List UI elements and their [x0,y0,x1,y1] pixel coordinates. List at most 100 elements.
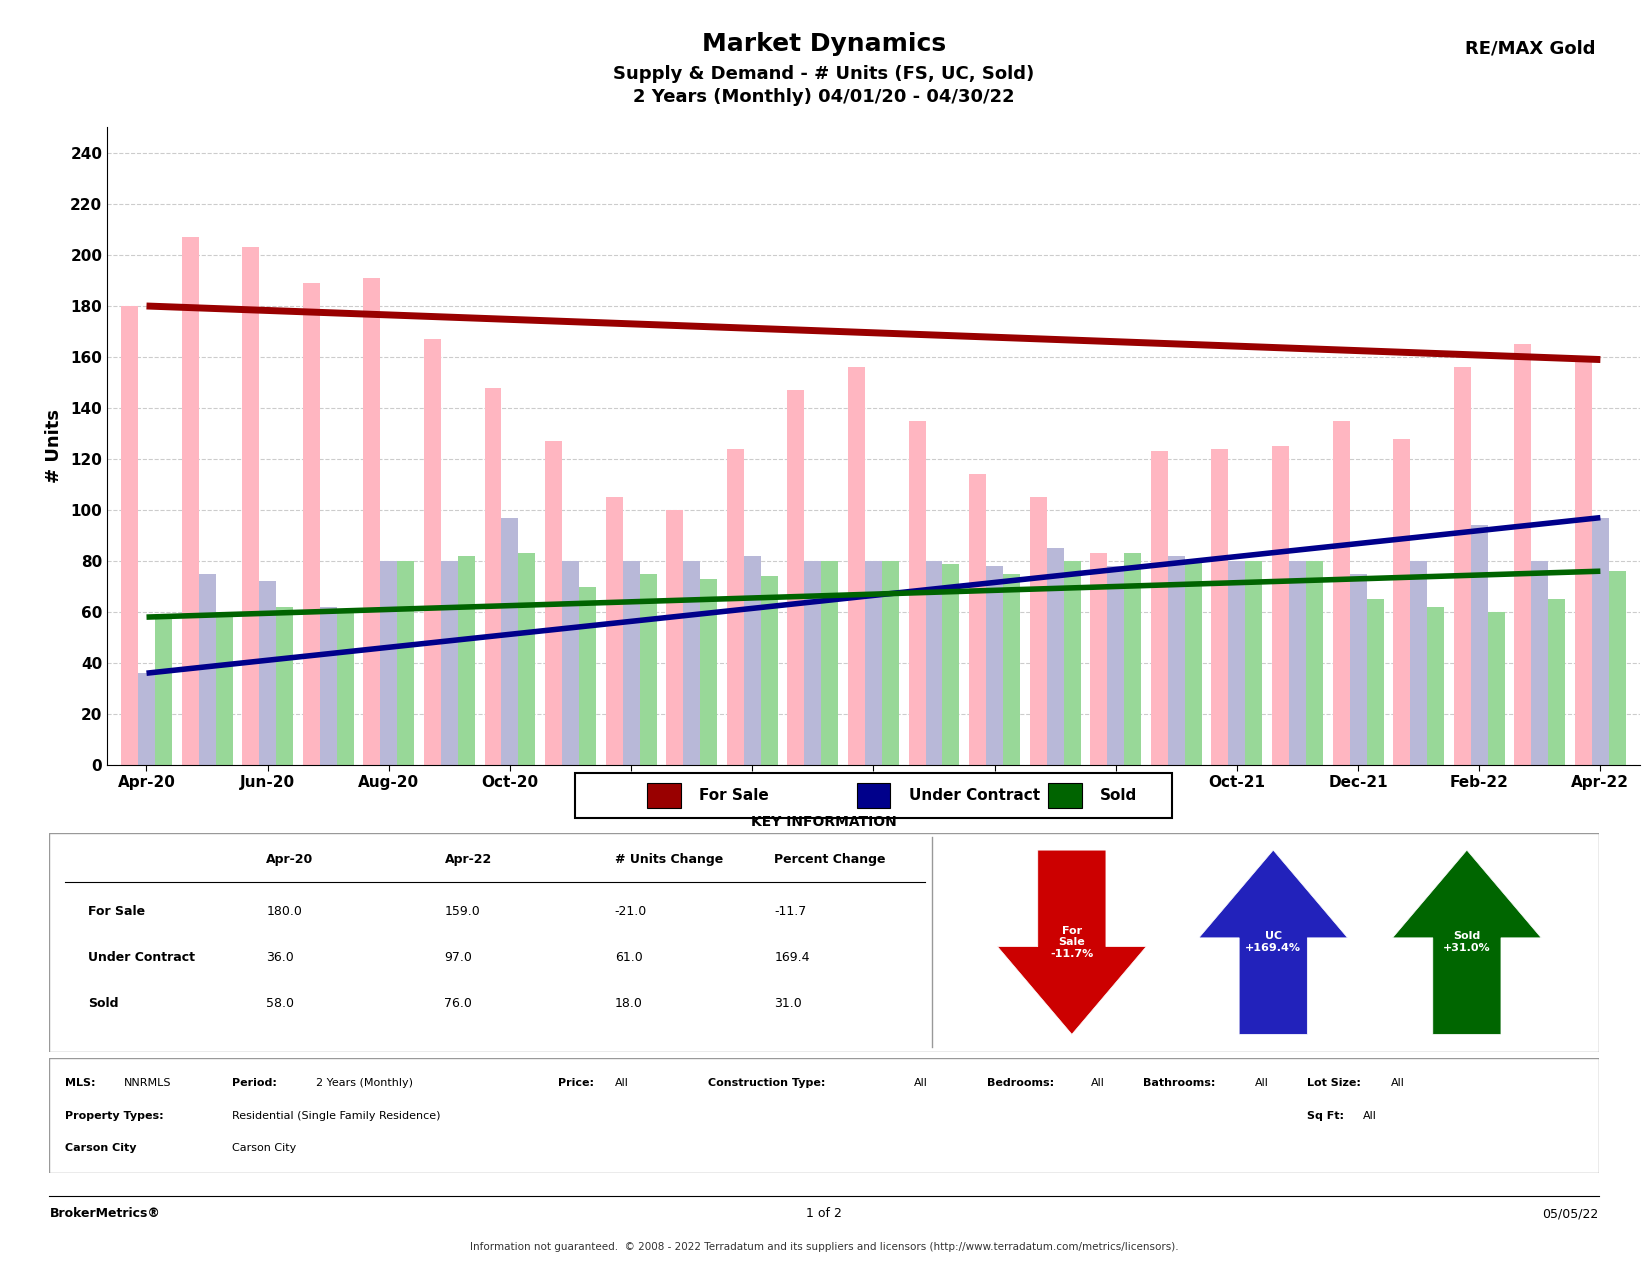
Bar [857,783,890,808]
Bar [943,564,959,765]
Bar [458,556,475,765]
Bar [1366,599,1384,765]
Text: Sq Ft:: Sq Ft: [1307,1111,1345,1121]
Bar [259,581,277,765]
Text: 180.0: 180.0 [267,905,302,918]
Text: Apr-22: Apr-22 [445,853,491,867]
Bar [277,607,293,765]
Text: All: All [1091,1079,1104,1089]
Bar [908,421,926,765]
Bar [1470,525,1488,765]
Bar [545,441,562,765]
Text: All: All [615,1079,630,1089]
Bar [1608,571,1627,765]
Text: Sold: Sold [89,997,119,1010]
Text: All: All [915,1079,928,1089]
Text: Price:: Price: [557,1079,593,1089]
Text: Carson City: Carson City [232,1142,297,1153]
Y-axis label: # Units: # Units [44,409,63,483]
Text: 18.0: 18.0 [615,997,643,1010]
Bar [986,566,1004,765]
Bar [1350,574,1366,765]
Text: 76.0: 76.0 [445,997,473,1010]
Bar [606,497,623,765]
Bar [1547,599,1566,765]
Bar [969,474,986,765]
Text: RE/MAX Gold: RE/MAX Gold [1465,40,1595,57]
Text: 31.0: 31.0 [775,997,803,1010]
Text: For Sale: For Sale [699,788,770,803]
Bar [1091,553,1107,765]
Text: 97.0: 97.0 [445,951,473,964]
Bar [1411,561,1427,765]
Bar [639,574,656,765]
Bar [381,561,397,765]
Text: 61.0: 61.0 [615,951,643,964]
Bar [320,607,336,765]
Bar [1185,561,1201,765]
Text: For
Sale
-11.7%: For Sale -11.7% [1050,926,1094,959]
Bar [1211,449,1228,765]
Text: Apr-20: Apr-20 [267,853,313,867]
Bar [1393,439,1411,765]
Bar [684,561,700,765]
Text: # Units Change: # Units Change [615,853,723,867]
Text: 1 of 2: 1 of 2 [806,1207,842,1220]
Bar [199,574,216,765]
Text: 159.0: 159.0 [445,905,480,918]
Text: Bedrooms:: Bedrooms: [987,1079,1053,1089]
Bar [1427,607,1444,765]
Text: Information not guaranteed.  © 2008 - 2022 Terradatum and its suppliers and lice: Information not guaranteed. © 2008 - 202… [470,1242,1178,1252]
Text: -21.0: -21.0 [615,905,648,918]
Polygon shape [997,850,1147,1034]
Bar [303,283,320,765]
Bar [761,576,778,765]
Text: Under Contract: Under Contract [908,788,1040,803]
Bar [1488,612,1505,765]
Bar [216,612,232,765]
Text: 169.4: 169.4 [775,951,809,964]
Bar [1063,561,1081,765]
Text: All: All [1363,1111,1378,1121]
Text: BrokerMetrics®: BrokerMetrics® [49,1207,160,1220]
Bar [1531,561,1547,765]
Bar [882,561,898,765]
Bar [501,518,519,765]
Bar [700,579,717,765]
Bar [397,561,414,765]
Bar [1289,561,1305,765]
Bar [1228,561,1246,765]
Bar [648,783,681,808]
Text: Property Types:: Property Types: [64,1111,163,1121]
Text: UC
+169.4%: UC +169.4% [1246,932,1302,952]
Text: Percent Change: Percent Change [775,853,887,867]
Bar [821,561,839,765]
Bar [242,247,259,765]
Bar [865,561,882,765]
Bar [442,561,458,765]
Bar [1030,497,1046,765]
Polygon shape [1393,850,1541,1034]
Text: 58.0: 58.0 [267,997,295,1010]
Text: 2 Years (Monthly) 04/01/20 - 04/30/22: 2 Years (Monthly) 04/01/20 - 04/30/22 [633,88,1015,106]
Bar [1246,561,1262,765]
Text: Bathrooms:: Bathrooms: [1144,1079,1216,1089]
Bar [155,617,171,765]
Bar [1333,421,1350,765]
Bar [1048,783,1081,808]
Text: 05/05/22: 05/05/22 [1543,1207,1599,1220]
Text: MLS:: MLS: [64,1079,96,1089]
Bar [666,510,684,765]
Text: Market Dynamics: Market Dynamics [702,32,946,56]
Text: All: All [1391,1079,1404,1089]
Text: All: All [1254,1079,1269,1089]
Bar [424,339,442,765]
Text: 2 Years (Monthly): 2 Years (Monthly) [316,1079,414,1089]
Bar [623,561,639,765]
Text: Residential (Single Family Residence): Residential (Single Family Residence) [232,1111,440,1121]
Bar [181,237,199,765]
Text: Construction Type:: Construction Type: [709,1079,826,1089]
Bar [1305,561,1323,765]
FancyBboxPatch shape [49,833,1599,1052]
Bar [743,556,761,765]
